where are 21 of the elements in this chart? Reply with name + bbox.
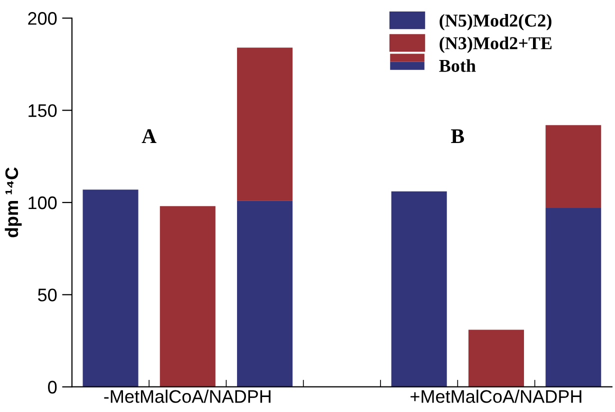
bar bbox=[391, 191, 447, 387]
y-tick-label: 150 bbox=[28, 104, 57, 118]
bar bbox=[546, 208, 602, 387]
bar bbox=[237, 200, 293, 387]
bar bbox=[82, 190, 138, 387]
x-tick-label: +MetMalCoA/NADPH bbox=[410, 390, 582, 403]
y-axis-title: dpm ¹⁴C bbox=[4, 167, 22, 238]
legend-label: (N3)Mod2+TE bbox=[440, 36, 552, 53]
annotation: B bbox=[451, 129, 464, 144]
legend-label: (N5)Mod2(C2) bbox=[440, 14, 552, 30]
y-tick-label: 50 bbox=[38, 288, 57, 302]
bar bbox=[160, 206, 216, 387]
annotation: Both bbox=[439, 59, 476, 72]
y-tick-label: 200 bbox=[28, 12, 57, 25]
bar bbox=[237, 48, 293, 201]
y-tick-label: 0 bbox=[48, 380, 57, 394]
bar bbox=[468, 330, 524, 387]
x-tick-label: -MetMalCoA/NADPH bbox=[104, 390, 270, 403]
annotation: A bbox=[142, 129, 156, 143]
y-tick-label: 100 bbox=[28, 196, 57, 210]
bar bbox=[546, 125, 602, 208]
